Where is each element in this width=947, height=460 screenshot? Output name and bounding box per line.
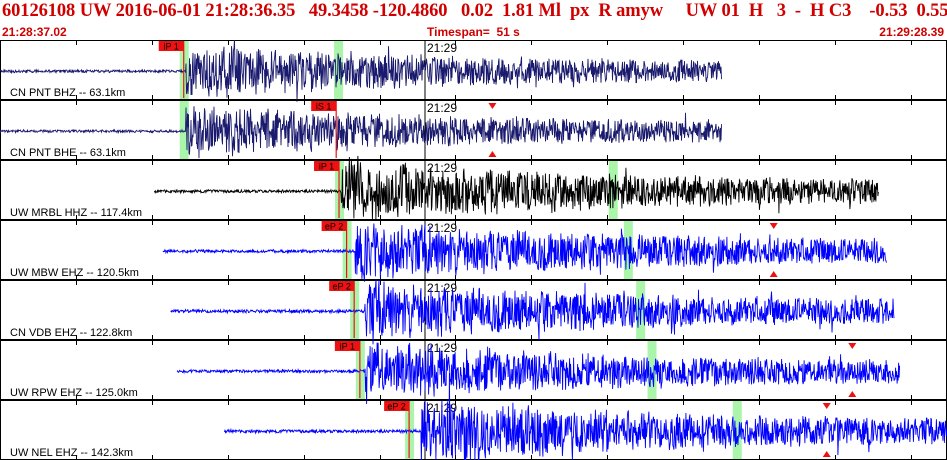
phase-pick-flag-bg (158, 41, 184, 51)
seismogram-panels: 21:29 iP 1 CN PNT BHZ -- 63.1km 21:29 iS 1 CN… (0, 40, 947, 460)
header-bar: 60126108 UW 2016-06-01 21:28:36.35 49.34… (0, 0, 947, 40)
waveform-trace (176, 342, 901, 405)
station-label: CN PNT BHE -- 63.1km (10, 147, 126, 159)
waveform-trace (0, 40, 722, 102)
channel-panel[interactable]: 21:29 iP 1 CN PNT BHZ -- 63.1km (0, 40, 947, 102)
station-label: CN VDB EHZ -- 122.8km (10, 327, 132, 339)
phase-pick-flag-bg (314, 161, 340, 171)
amplitude-marker-icon[interactable] (822, 403, 831, 409)
phase-pick-flag-bg (311, 101, 337, 111)
phase-pick-flag[interactable]: eP 2 (329, 281, 355, 292)
minute-label: 21:29 (427, 221, 457, 235)
pick-highlight (334, 41, 344, 99)
minute-label: 21:29 (427, 281, 457, 295)
station-label: CN PNT BHZ -- 63.1km (10, 87, 125, 99)
waveform-trace (162, 223, 887, 282)
phase-pick-flag-bg (384, 401, 410, 411)
pick-highlight (732, 401, 742, 459)
timespan: Timespan= 51 s (427, 25, 520, 39)
channel-panel[interactable]: 21:29 eP 2 UW MBW EHZ -- 120.5km (0, 220, 947, 282)
waveform-trace (0, 106, 722, 159)
pick-highlight (179, 101, 189, 159)
minute-label: 21:29 (427, 41, 457, 55)
amplitude-marker-icon[interactable] (769, 223, 778, 229)
waveform-trace (153, 155, 879, 221)
phase-pick-label: iP 1 (319, 162, 334, 172)
event-summary: 60126108 UW 2016-06-01 21:28:36.35 49.34… (2, 1, 947, 21)
phase-pick-label: iP 1 (164, 42, 179, 52)
phase-pick-flag[interactable]: iP 1 (314, 161, 340, 172)
minute-label: 21:29 (427, 161, 457, 175)
station-label: UW MBW EHZ -- 120.5km (10, 267, 139, 279)
station-label: UW NEL EHZ -- 142.3km (10, 447, 133, 459)
channel-panel[interactable]: 21:29 iS 1 CN PNT BHE -- 63.1km (0, 100, 947, 160)
minute-label: 21:29 (427, 341, 457, 355)
phase-pick-flag[interactable]: iP 1 (158, 41, 184, 52)
phase-pick-flag[interactable]: eP 2 (321, 221, 347, 232)
timespan-label: Timespan= (427, 25, 490, 39)
waveform-trace (170, 279, 895, 345)
phase-pick-label: iP 1 (340, 342, 355, 352)
phase-pick-label: eP 2 (332, 282, 350, 292)
station-label: UW MRBL HHZ -- 117.4km (10, 207, 142, 219)
end-time: 21:29:28.39 (879, 25, 944, 39)
channel-panel[interactable]: 21:29 iP 1 UW RPW EHZ -- 125.0km (0, 340, 947, 405)
phase-pick-flag[interactable]: eP 2 (384, 401, 410, 412)
amplitude-marker-icon[interactable] (822, 451, 831, 457)
phase-pick-flag-bg (334, 341, 360, 351)
start-time: 21:28:37.02 (2, 25, 67, 39)
phase-pick-flag-bg (321, 221, 347, 231)
amplitude-marker-icon[interactable] (848, 391, 857, 397)
phase-pick-flag-bg (329, 281, 355, 291)
minute-label: 21:29 (427, 101, 457, 115)
amplitude-marker-icon[interactable] (488, 151, 497, 157)
phase-pick-label: iS 1 (316, 102, 332, 112)
timespan-value: 51 s (496, 25, 520, 39)
phase-pick-flag[interactable]: iS 1 (311, 101, 337, 112)
waveform-trace (223, 372, 947, 460)
pick-highlight (647, 341, 657, 399)
station-label: UW RPW EHZ -- 125.0km (10, 387, 138, 399)
channel-panel[interactable]: 21:29 iP 1 UW MRBL HHZ -- 117.4km (0, 155, 947, 221)
channel-panel[interactable]: 21:29 eP 2 CN VDB EHZ -- 122.8km (0, 279, 947, 345)
amplitude-marker-icon[interactable] (769, 271, 778, 277)
phase-pick-flag[interactable]: iP 1 (334, 341, 360, 352)
phase-pick-label: eP 2 (325, 222, 343, 232)
phase-pick-label: eP 2 (387, 402, 405, 412)
amplitude-marker-icon[interactable] (488, 103, 497, 109)
amplitude-marker-icon[interactable] (848, 343, 857, 349)
